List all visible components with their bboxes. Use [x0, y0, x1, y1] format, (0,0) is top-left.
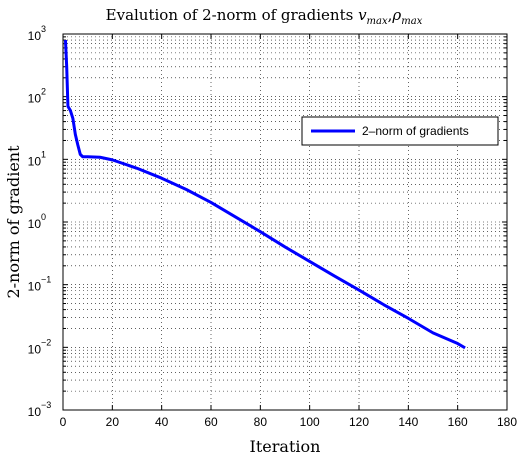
- x-tick-label: 80: [254, 415, 268, 429]
- y-tick-label: 10: [28, 217, 42, 231]
- y-tick-exponent: −3: [41, 400, 51, 410]
- legend: 2–norm of gradients: [302, 117, 498, 145]
- y-tick-label: 10: [28, 29, 42, 43]
- x-tick-label: 20: [106, 415, 120, 429]
- y-tick-exponent: −1: [41, 275, 51, 285]
- y-tick-exponent: 2: [41, 87, 46, 97]
- x-tick-label: 100: [300, 415, 320, 429]
- y-tick-label: 10: [28, 154, 42, 168]
- chart-title: Evalution of 2-norm of gradients vmax,ρm…: [106, 6, 423, 27]
- x-tick-labels: 0 20 40 60 80 100 120 140 160 180: [60, 415, 518, 429]
- y-tick-exponent: 3: [41, 24, 46, 34]
- x-tick-label: 120: [349, 415, 369, 429]
- x-tick-label: 40: [155, 415, 169, 429]
- x-tick-label: 160: [448, 415, 468, 429]
- y-axis-label: 2-norm of gradient: [4, 145, 23, 299]
- x-tick-label: 180: [497, 415, 517, 429]
- y-tick-label: 10: [28, 342, 42, 356]
- x-tick-label: 0: [60, 415, 67, 429]
- y-tick-exponent: 1: [41, 149, 46, 159]
- y-tick-label: 10: [28, 280, 42, 294]
- y-tick-label: 10: [28, 92, 42, 106]
- x-tick-label: 140: [398, 415, 418, 429]
- y-tick-label: 10: [28, 405, 42, 419]
- plot-area: [63, 34, 507, 410]
- legend-label: 2–norm of gradients: [362, 124, 469, 138]
- x-axis-label: Iteration: [250, 437, 321, 456]
- x-tick-label: 60: [204, 415, 218, 429]
- y-tick-exponent: −2: [41, 337, 51, 347]
- y-tick-exponent: 0: [41, 212, 46, 222]
